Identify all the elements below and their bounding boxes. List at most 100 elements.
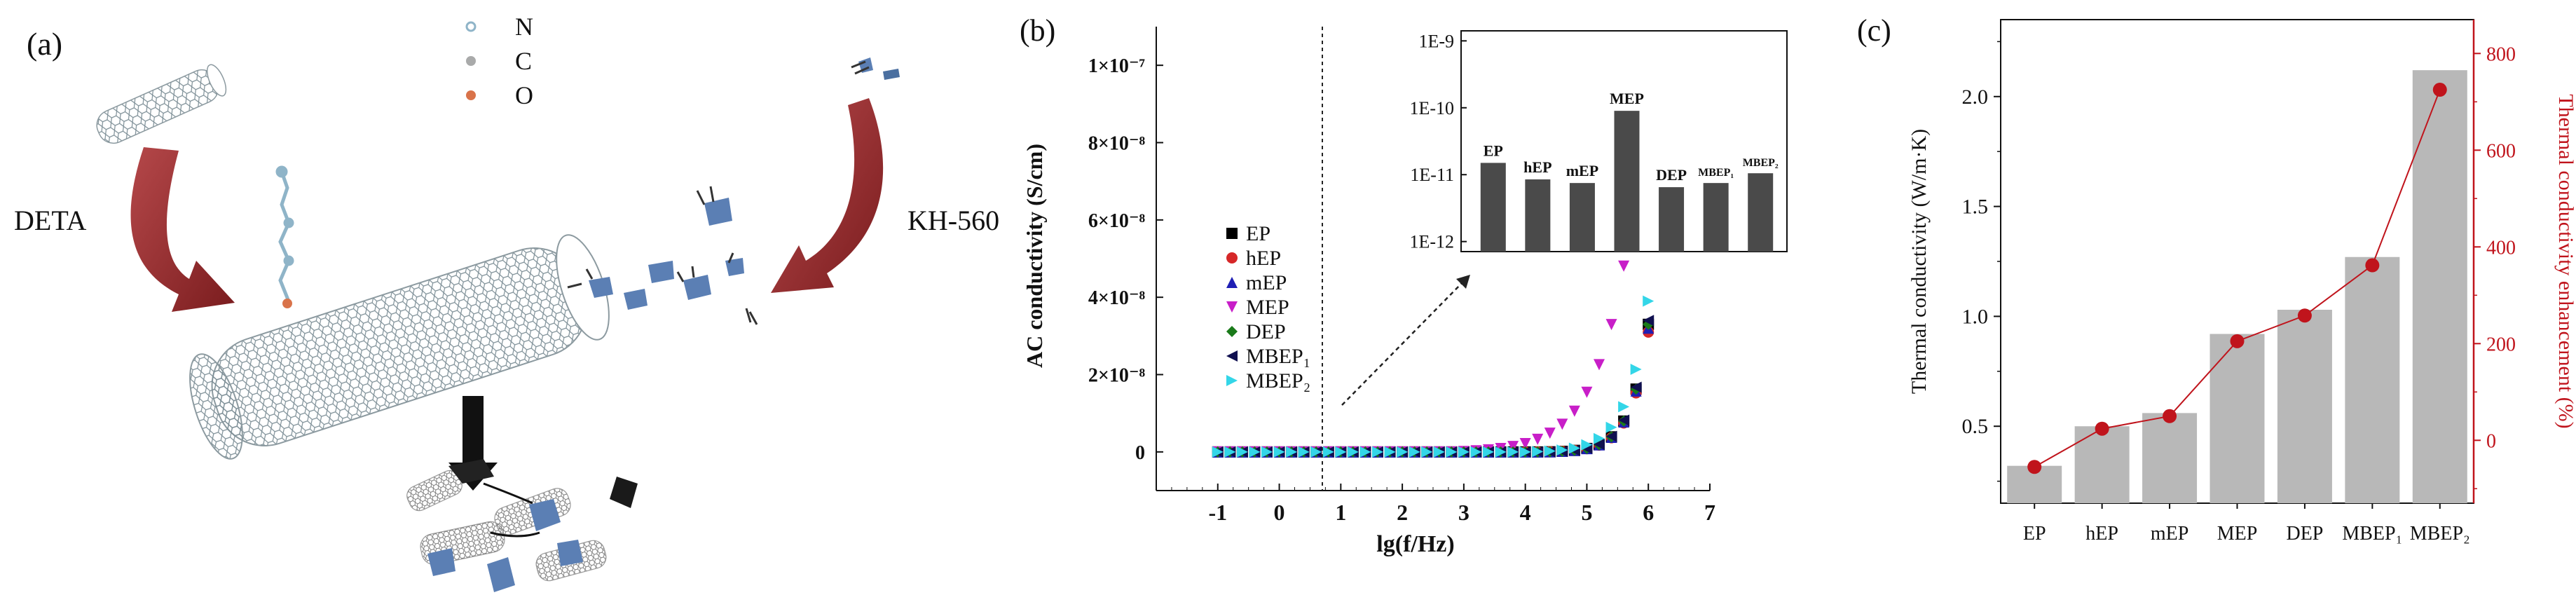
c-ytick-label: 0.5 [1962,415,1989,438]
b-point-6 [1630,363,1642,375]
inset-bar-label: EP [1484,142,1503,159]
b-point-6 [1359,446,1371,458]
c-ytick-label: 1.0 [1962,305,1989,328]
c-y2tick-label: 200 [2486,334,2516,355]
c-category-label: MBEP₁ [2342,523,2402,545]
b-xtick-label: 3 [1458,500,1469,525]
b-point-6 [1581,439,1593,451]
c-category-label: MBEP₂ [2410,523,2470,545]
c-category-label: DEP [2286,523,2323,545]
reagent-left-label: DETA [14,205,87,236]
panel-b-inset-bar-chart: 1E-12 1E-11 1E-10 1E-9 EP hEP mEP MEP DEP MBEP₁ M… [1409,30,1788,252]
b-xtick-label: 4 [1520,500,1531,525]
b-legend-marker [1226,326,1238,337]
b-point-3 [1594,359,1605,371]
legend-c-label: C [515,47,532,75]
panel-b-xlabel: lg(f/Hz) [1376,531,1454,557]
b-point-6 [1224,446,1236,458]
b-xtick-label: -1 [1208,500,1227,525]
b-point-6 [1618,401,1630,413]
b-point-6 [1605,421,1617,433]
c-bar [2412,70,2467,504]
b-point-3 [1618,260,1630,272]
legend-n-label: N [515,13,533,41]
b-point-6 [1446,446,1458,458]
b-xtick-label: 0 [1274,500,1285,525]
inset-bar-label: hEP [1523,158,1551,176]
inset-bar-label: MBEP₁ [1698,167,1734,179]
b-point-6 [1261,446,1273,458]
inset-ytick-label: 1E-9 [1418,31,1454,51]
c-bar [2074,426,2130,503]
b-point-6 [1409,446,1420,458]
c-y2tick-label: 0 [2486,430,2496,452]
b-point-6 [1495,446,1507,458]
b-point-6 [1335,446,1347,458]
panel-c-thermal-conductivity: (c) 0.5 1.0 1.5 2.0 0 200 400 600 800 EP hEP mEP M… [1857,13,2576,545]
product-cluster [406,459,638,592]
c-ytick-label: 2.0 [1962,85,1989,109]
b-legend-label: MBEP₂ [1246,369,1310,392]
b-ytick-label: 2×10⁻⁸ [1088,365,1145,387]
b-legend-label: EP [1246,222,1270,245]
inset-bar [1659,187,1685,252]
c-enhancement-point [2365,258,2380,273]
reagent-right-label: KH-560 [907,205,999,236]
b-point-5 [1643,315,1654,327]
c-enhancement-point [2163,409,2177,423]
panel-c-left-ticks: 0.5 1.0 1.5 2.0 [1962,41,2001,482]
large-nanotube [189,234,610,460]
b-legend-marker [1226,350,1238,362]
b-point-6 [1507,446,1519,458]
inset-ytick-label: 1E-11 [1410,165,1454,185]
c-category-label: EP [2023,523,2046,545]
b-point-3 [1519,437,1531,449]
c-enhancement-point [2027,460,2042,474]
b-xtick-label: 7 [1704,500,1715,525]
b-legend-label: DEP [1246,320,1286,343]
b-legend-label: MEP [1246,296,1289,319]
b-point-3 [1556,418,1568,430]
panel-b-label: (b) [1020,13,1055,48]
panel-c-bars [2007,70,2467,504]
b-ytick-label: 4×10⁻⁸ [1088,287,1145,309]
b-point-5 [1594,439,1605,451]
b-legend-label: hEP [1246,247,1281,270]
arrow-right-curved [771,98,884,293]
b-point-6 [1286,446,1298,458]
inset-bar [1614,111,1640,252]
panel-a-label: (a) [27,26,62,62]
panel-b-data-points [1212,52,1654,458]
inset-ytick-label: 1E-12 [1409,232,1454,252]
inset-bar [1480,163,1506,252]
panel-c-enhancement-line [2027,83,2447,474]
b-point-6 [1372,446,1383,458]
deta-chain [275,165,294,308]
b-point-5 [1618,414,1630,426]
b-point-6 [1310,446,1322,458]
inset-bar-label: DEP [1656,166,1687,184]
b-point-6 [1384,446,1396,458]
b-point-6 [1532,446,1544,458]
c-enhancement-point [2230,334,2245,348]
inset-bar-label: MEP [1610,90,1644,107]
panel-b-ylabel: AC conductivity (S/cm) [1022,144,1047,368]
b-point-6 [1347,446,1359,458]
legend-o-dot [466,90,476,100]
b-ytick-label: 1×10⁻⁷ [1088,55,1145,77]
b-point-6 [1519,446,1531,458]
b-ytick-label: 8×10⁻⁸ [1088,133,1145,155]
c-category-label: mEP [2151,523,2188,545]
inset-ytick-label: 1E-10 [1409,98,1454,118]
panel-b-inset-pointer-head [1456,275,1470,289]
b-point-6 [1421,446,1433,458]
panel-b-y-ticks: 0 2×10⁻⁸ 4×10⁻⁸ 6×10⁻⁸ 8×10⁻⁸ 1×10⁻⁷ [1088,55,1163,464]
b-point-6 [1568,442,1580,454]
c-bar [2210,334,2265,503]
panel-c-category-labels: EP hEP mEP MEP DEP MBEP₁ MBEP₂ [2023,503,2470,545]
panel-b-ac-conductivity: (b) -1 0 1 2 3 4 5 6 7 0 2×10⁻⁸ 4×10⁻⁸ 6×10⁻⁸ 8×10⁻⁸… [1020,13,1788,557]
b-point-6 [1594,432,1605,444]
b-legend-label: mEP [1246,271,1287,294]
b-point-3 [1532,433,1544,445]
